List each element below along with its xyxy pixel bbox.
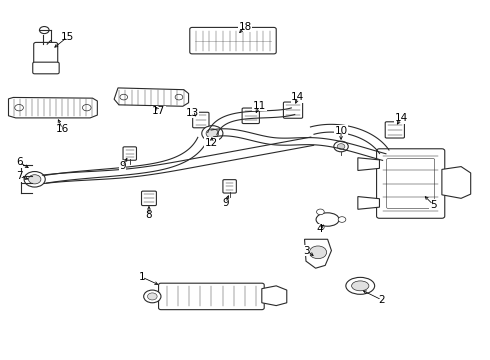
- Text: 12: 12: [205, 138, 218, 148]
- FancyBboxPatch shape: [223, 180, 236, 193]
- Circle shape: [24, 171, 45, 187]
- Circle shape: [144, 290, 161, 303]
- Circle shape: [40, 27, 49, 33]
- Text: 14: 14: [291, 92, 304, 102]
- FancyBboxPatch shape: [242, 108, 259, 123]
- Circle shape: [28, 175, 41, 184]
- FancyBboxPatch shape: [193, 112, 209, 128]
- Circle shape: [206, 129, 219, 138]
- Text: 11: 11: [253, 101, 266, 111]
- Text: 17: 17: [152, 106, 165, 116]
- Circle shape: [317, 224, 324, 230]
- Text: 9: 9: [222, 198, 229, 208]
- Circle shape: [338, 217, 346, 222]
- Text: 2: 2: [379, 295, 385, 305]
- FancyBboxPatch shape: [385, 122, 404, 138]
- Polygon shape: [305, 239, 331, 268]
- Text: 8: 8: [146, 210, 152, 220]
- Text: 13: 13: [186, 108, 199, 118]
- Text: 6: 6: [16, 157, 23, 167]
- Polygon shape: [8, 98, 98, 118]
- Circle shape: [147, 293, 157, 300]
- Polygon shape: [358, 197, 379, 209]
- Circle shape: [82, 104, 91, 111]
- Polygon shape: [442, 167, 471, 198]
- Ellipse shape: [352, 281, 369, 291]
- Ellipse shape: [316, 213, 339, 226]
- Text: 7: 7: [16, 171, 23, 181]
- Circle shape: [337, 144, 345, 149]
- Text: 5: 5: [430, 200, 437, 210]
- Text: 4: 4: [316, 224, 323, 234]
- FancyBboxPatch shape: [34, 42, 58, 66]
- Text: 18: 18: [238, 22, 252, 32]
- Text: 15: 15: [61, 32, 74, 42]
- Circle shape: [317, 209, 324, 215]
- Circle shape: [309, 246, 327, 259]
- FancyBboxPatch shape: [123, 147, 137, 160]
- FancyBboxPatch shape: [190, 27, 276, 54]
- Circle shape: [120, 94, 127, 100]
- Polygon shape: [114, 88, 189, 106]
- Text: 16: 16: [56, 124, 69, 134]
- FancyBboxPatch shape: [387, 159, 435, 208]
- Circle shape: [202, 126, 223, 141]
- FancyBboxPatch shape: [33, 62, 59, 74]
- Text: 9: 9: [119, 161, 126, 171]
- Text: 14: 14: [394, 113, 408, 123]
- Text: 1: 1: [139, 272, 145, 282]
- Circle shape: [175, 94, 183, 100]
- Text: 10: 10: [335, 126, 347, 136]
- FancyBboxPatch shape: [283, 102, 303, 118]
- Polygon shape: [262, 286, 287, 306]
- FancyBboxPatch shape: [159, 283, 264, 310]
- Polygon shape: [358, 158, 379, 171]
- Circle shape: [334, 141, 348, 152]
- FancyBboxPatch shape: [142, 191, 156, 206]
- FancyBboxPatch shape: [377, 149, 445, 218]
- Circle shape: [15, 104, 24, 111]
- Text: 3: 3: [303, 246, 310, 256]
- Ellipse shape: [346, 277, 375, 294]
